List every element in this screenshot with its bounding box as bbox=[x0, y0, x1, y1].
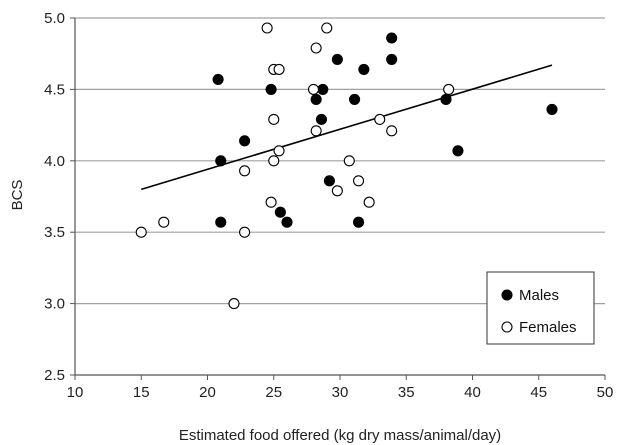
male-point bbox=[440, 93, 452, 105]
male-point bbox=[212, 73, 224, 85]
male-point bbox=[331, 53, 343, 65]
y-tick-label: 2.5 bbox=[44, 367, 65, 384]
x-tick-label: 40 bbox=[464, 384, 481, 401]
y-tick-labels: 2.5 3.0 3.5 4.0 4.5 5.0 bbox=[44, 10, 65, 384]
female-point bbox=[239, 226, 251, 238]
male-point bbox=[386, 53, 398, 65]
female-point bbox=[386, 125, 398, 137]
x-axis-title: Estimated food offered (kg dry mass/anim… bbox=[179, 427, 501, 444]
female-point bbox=[331, 185, 343, 197]
female-point bbox=[310, 125, 322, 137]
y-tick-label: 4.0 bbox=[44, 153, 65, 170]
x-tick-label: 20 bbox=[199, 384, 216, 401]
y-tick-label: 3.5 bbox=[44, 224, 65, 241]
trendline bbox=[141, 64, 553, 191]
y-tick-label: 4.5 bbox=[44, 81, 65, 98]
legend: Males Females bbox=[486, 271, 595, 345]
male-point bbox=[358, 63, 370, 75]
male-point bbox=[239, 135, 251, 147]
axes bbox=[70, 17, 606, 380]
female-point bbox=[321, 22, 333, 34]
female-point bbox=[273, 63, 285, 75]
male-point bbox=[215, 155, 227, 167]
legend-label-males: Males bbox=[519, 287, 559, 304]
male-point bbox=[215, 216, 227, 228]
male-point bbox=[310, 93, 322, 105]
x-tick-label: 30 bbox=[332, 384, 349, 401]
x-tick-label: 35 bbox=[398, 384, 415, 401]
female-point bbox=[273, 145, 285, 157]
x-tick-label: 45 bbox=[530, 384, 547, 401]
female-point bbox=[310, 42, 322, 54]
female-point bbox=[363, 196, 375, 208]
male-point bbox=[274, 206, 286, 218]
female-point bbox=[265, 196, 277, 208]
trendline-group bbox=[141, 64, 553, 191]
female-point bbox=[352, 175, 365, 187]
female-point bbox=[374, 113, 386, 125]
data-points bbox=[135, 22, 558, 310]
male-point bbox=[386, 32, 398, 44]
male-point bbox=[452, 145, 464, 157]
female-point bbox=[228, 298, 240, 310]
male-point bbox=[315, 113, 328, 125]
male-point bbox=[349, 93, 361, 105]
male-point bbox=[317, 83, 329, 95]
male-point bbox=[323, 175, 335, 187]
male-point bbox=[265, 83, 277, 95]
legend-items: Males Females bbox=[501, 287, 577, 336]
female-point bbox=[268, 113, 280, 125]
female-point bbox=[268, 155, 280, 167]
male-point bbox=[546, 103, 558, 115]
female-point bbox=[261, 22, 273, 34]
legend-label-females: Females bbox=[519, 319, 577, 336]
legend-marker-males bbox=[501, 289, 513, 301]
female-point bbox=[307, 83, 320, 95]
x-tick-labels: 10 15 20 25 30 35 40 45 50 bbox=[67, 384, 614, 401]
x-tick-label: 10 bbox=[67, 384, 84, 401]
female-point bbox=[135, 226, 147, 238]
y-tick-label: 5.0 bbox=[44, 10, 65, 27]
female-point bbox=[343, 155, 355, 167]
y-tick-label: 3.0 bbox=[44, 296, 65, 313]
x-tick-label: 50 bbox=[597, 384, 614, 401]
female-point bbox=[443, 83, 455, 95]
male-point bbox=[281, 216, 293, 228]
x-tick-label: 25 bbox=[265, 384, 282, 401]
x-tick-label: 15 bbox=[133, 384, 150, 401]
female-point bbox=[239, 165, 251, 177]
legend-marker-females bbox=[501, 321, 513, 333]
female-point bbox=[158, 216, 170, 228]
male-point bbox=[352, 216, 365, 228]
y-axis-title: BCS bbox=[9, 180, 26, 211]
